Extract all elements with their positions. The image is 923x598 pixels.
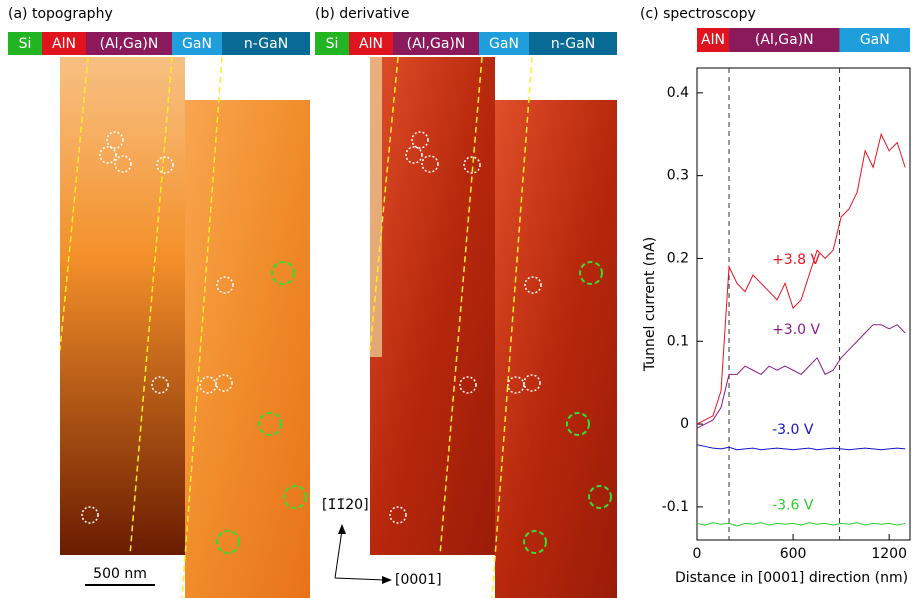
region-label: AlN — [701, 32, 725, 48]
layer-label: (Al,Ga)N — [407, 36, 466, 52]
series-label: +3.8 V — [772, 252, 820, 268]
x-tick-label: 0 — [693, 546, 702, 562]
x-tick-label: 1200 — [871, 546, 907, 562]
layer-label: n-GaN — [244, 36, 288, 52]
figure: (a) topography (b) derivative 500 nm [1̄… — [0, 0, 923, 598]
series-line — [697, 134, 905, 424]
layer-label: Si — [326, 36, 339, 52]
direction-label: [1̄1̄20] — [322, 497, 369, 513]
layer-label: GaN — [489, 36, 519, 52]
scale-label: 500 nm — [93, 566, 147, 582]
y-tick-label: -0.1 — [662, 499, 689, 515]
panel-label: (b) derivative — [315, 6, 410, 22]
series-label: -3.6 V — [772, 497, 814, 513]
layer-label: AlN — [52, 36, 76, 52]
series-label: -3.0 V — [772, 422, 814, 438]
y-tick-label: 0.2 — [667, 250, 689, 266]
layer-label: (Al,Ga)N — [100, 36, 159, 52]
derivative-image — [370, 57, 617, 598]
series-line — [697, 445, 905, 450]
series-line — [697, 523, 905, 526]
x-axis-label: Distance in [0001] direction (nm) — [675, 570, 908, 586]
series-line — [697, 325, 905, 429]
layer-label: GaN — [182, 36, 212, 52]
panel-label: (a) topography — [8, 6, 113, 22]
y-tick-label: 0.1 — [667, 333, 689, 349]
region-label: GaN — [860, 32, 890, 48]
y-tick-label: 0.4 — [667, 85, 689, 101]
direction-label: [0001] — [395, 572, 442, 588]
layer-label: Si — [19, 36, 32, 52]
region-label: (Al,Ga)N — [755, 32, 814, 48]
series-label: +3.0 V — [772, 322, 820, 338]
topography-image — [60, 57, 310, 598]
x-tick-label: 600 — [780, 546, 807, 562]
y-axis-label: Tunnel current (nA) — [642, 237, 658, 372]
layer-label: n-GaN — [551, 36, 595, 52]
y-tick-label: 0.3 — [667, 168, 689, 184]
layer-label: AlN — [359, 36, 383, 52]
y-tick-label: 0 — [680, 416, 689, 432]
chart-title: (c) spectroscopy — [640, 6, 756, 22]
